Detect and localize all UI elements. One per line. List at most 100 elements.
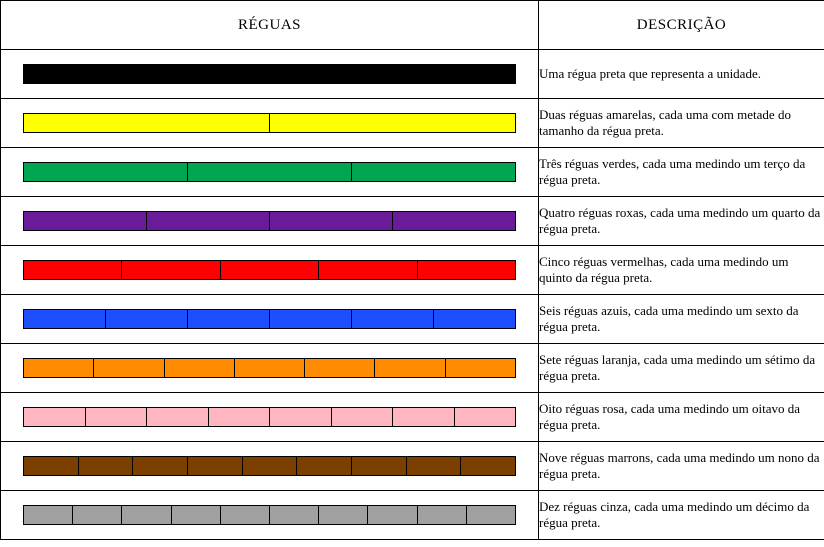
description-cell: Duas réguas amarelas, cada uma com metad… xyxy=(539,99,824,148)
ruler-segment xyxy=(393,212,515,230)
ruler-segment xyxy=(24,310,106,328)
ruler-segment xyxy=(147,212,270,230)
ruler-segment xyxy=(434,310,515,328)
table-row: Dez réguas cinza, cada uma medindo um dé… xyxy=(1,491,824,540)
table-row: Três réguas verdes, cada uma medindo um … xyxy=(1,148,824,197)
description-cell: Seis réguas azuis, cada uma medindo um s… xyxy=(539,295,824,344)
ruler-segment xyxy=(172,506,221,524)
ruler-cell xyxy=(1,99,539,148)
ruler-segment xyxy=(446,359,515,377)
ruler-segment xyxy=(122,506,171,524)
description-cell: Três réguas verdes, cada uma medindo um … xyxy=(539,148,824,197)
ruler-bar xyxy=(23,260,516,280)
ruler-segment xyxy=(270,408,332,426)
ruler-cell xyxy=(1,50,539,99)
ruler-segment xyxy=(165,359,235,377)
ruler-segment xyxy=(455,408,516,426)
ruler-segment xyxy=(188,310,270,328)
ruler-cell xyxy=(1,148,539,197)
ruler-segment xyxy=(270,212,393,230)
ruler-segment xyxy=(24,506,73,524)
table-row: Oito réguas rosa, cada uma medindo um oi… xyxy=(1,393,824,442)
description-cell: Sete réguas laranja, cada uma medindo um… xyxy=(539,344,824,393)
ruler-bar xyxy=(23,505,516,525)
ruler-segment xyxy=(24,457,79,475)
ruler-bar xyxy=(23,309,516,329)
ruler-segment xyxy=(122,261,220,279)
ruler-segment xyxy=(319,261,417,279)
description-cell: Quatro réguas roxas, cada uma medindo um… xyxy=(539,197,824,246)
ruler-segment xyxy=(221,506,270,524)
ruler-segment xyxy=(24,261,122,279)
ruler-segment xyxy=(467,506,515,524)
ruler-bar xyxy=(23,456,516,476)
ruler-segment xyxy=(188,163,352,181)
rulers-tbody: Uma régua preta que representa a unidade… xyxy=(1,50,824,540)
table-row: Sete réguas laranja, cada uma medindo um… xyxy=(1,344,824,393)
ruler-segment xyxy=(73,506,122,524)
description-cell: Nove réguas marrons, cada uma medindo um… xyxy=(539,442,824,491)
ruler-cell xyxy=(1,344,539,393)
ruler-segment xyxy=(352,310,434,328)
ruler-segment xyxy=(24,408,86,426)
ruler-segment xyxy=(133,457,188,475)
ruler-segment xyxy=(332,408,394,426)
ruler-segment xyxy=(407,457,462,475)
header-row: RÉGUAS DESCRIÇÃO xyxy=(1,1,824,50)
ruler-segment xyxy=(235,359,305,377)
ruler-cell xyxy=(1,491,539,540)
ruler-segment xyxy=(86,408,148,426)
table-row: Uma régua preta que representa a unidade… xyxy=(1,50,824,99)
table-row: Seis réguas azuis, cada uma medindo um s… xyxy=(1,295,824,344)
ruler-segment xyxy=(270,310,352,328)
table-row: Cinco réguas vermelhas, cada uma medindo… xyxy=(1,246,824,295)
ruler-segment xyxy=(297,457,352,475)
table-row: Duas réguas amarelas, cada uma com metad… xyxy=(1,99,824,148)
ruler-segment xyxy=(319,506,368,524)
description-cell: Dez réguas cinza, cada uma medindo um dé… xyxy=(539,491,824,540)
ruler-segment xyxy=(352,457,407,475)
ruler-cell xyxy=(1,246,539,295)
header-descricao: DESCRIÇÃO xyxy=(539,1,824,50)
ruler-segment xyxy=(221,261,319,279)
ruler-segment xyxy=(461,457,515,475)
ruler-segment xyxy=(243,457,298,475)
ruler-segment xyxy=(24,114,270,132)
ruler-segment xyxy=(79,457,134,475)
ruler-segment xyxy=(352,163,515,181)
ruler-segment xyxy=(418,261,515,279)
ruler-cell xyxy=(1,393,539,442)
description-cell: Uma régua preta que representa a unidade… xyxy=(539,50,824,99)
ruler-cell xyxy=(1,442,539,491)
description-cell: Oito réguas rosa, cada uma medindo um oi… xyxy=(539,393,824,442)
ruler-segment xyxy=(270,506,319,524)
description-cell: Cinco réguas vermelhas, cada uma medindo… xyxy=(539,246,824,295)
ruler-segment xyxy=(209,408,271,426)
table-row: Nove réguas marrons, cada uma medindo um… xyxy=(1,442,824,491)
ruler-bar xyxy=(23,407,516,427)
ruler-segment xyxy=(24,212,147,230)
ruler-bar xyxy=(23,162,516,182)
fraction-rulers-table: RÉGUAS DESCRIÇÃO Uma régua preta que rep… xyxy=(0,0,824,540)
header-reguas: RÉGUAS xyxy=(1,1,539,50)
ruler-segment xyxy=(24,359,94,377)
ruler-segment xyxy=(418,506,467,524)
ruler-segment xyxy=(305,359,375,377)
ruler-segment xyxy=(24,163,188,181)
ruler-segment xyxy=(270,114,515,132)
ruler-bar xyxy=(23,211,516,231)
ruler-bar xyxy=(23,113,516,133)
ruler-segment xyxy=(375,359,445,377)
ruler-segment xyxy=(106,310,188,328)
ruler-segment xyxy=(147,408,209,426)
ruler-bar xyxy=(23,64,516,84)
ruler-segment xyxy=(24,65,515,83)
table-row: Quatro réguas roxas, cada uma medindo um… xyxy=(1,197,824,246)
ruler-segment xyxy=(94,359,164,377)
ruler-cell xyxy=(1,197,539,246)
ruler-segment xyxy=(368,506,417,524)
ruler-bar xyxy=(23,358,516,378)
ruler-segment xyxy=(188,457,243,475)
ruler-cell xyxy=(1,295,539,344)
ruler-segment xyxy=(393,408,455,426)
